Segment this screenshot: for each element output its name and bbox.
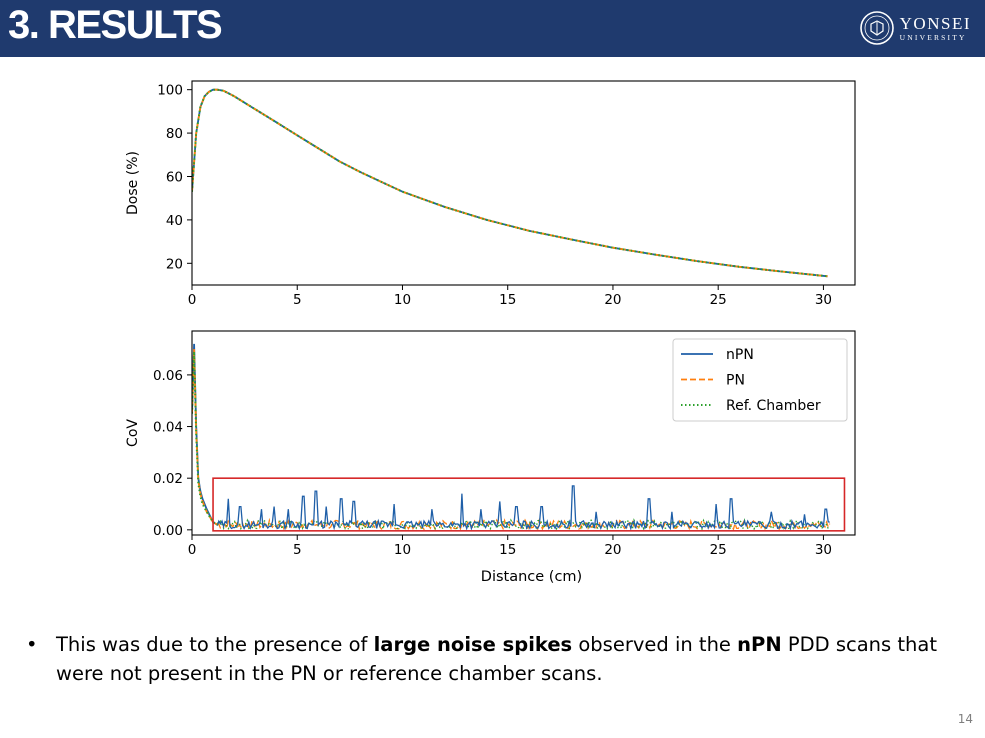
page-number: 14 (957, 712, 973, 726)
y-tick-label: 80 (166, 126, 183, 142)
x-tick-label: 25 (710, 542, 727, 558)
y-tick-label: 0.04 (153, 420, 183, 436)
x-tick-label: 20 (604, 292, 621, 308)
x-tick-label: 25 (710, 292, 727, 308)
plot-series-group (192, 343, 831, 532)
pn-noise-line (217, 517, 831, 532)
y-tick-label: 40 (166, 213, 183, 229)
y-tick-label: 0.02 (153, 471, 183, 487)
x-tick-label: 5 (293, 292, 302, 308)
chart-figure: 0 5 10 15 20 25 30 20 40 60 80 100 Dose (%) 0 5 10 15 20 2… (125, 80, 856, 585)
bullet-text: This was due to the presence of large no… (56, 630, 946, 688)
y-tick-label: 0.00 (153, 523, 183, 539)
page-title: 3. RESULTS (8, 3, 223, 47)
series-line-npn (192, 88, 828, 278)
x-tick-label: 15 (499, 292, 516, 308)
y-axis-label: Dose (%) (125, 151, 141, 215)
bullet-point: • This was due to the presence of large … (26, 630, 946, 688)
series-line-pn (192, 88, 828, 278)
bullet-text-part1: This was due to the presence of (56, 633, 374, 656)
plot-frame (191, 80, 856, 286)
npn-noise-line (216, 485, 830, 531)
x-tick-label: 30 (815, 542, 832, 558)
bullet-text-part2: observed in the (572, 633, 738, 656)
legend-box (672, 338, 848, 422)
x-tick-label: 5 (293, 542, 302, 558)
legend-label: PN (726, 373, 745, 389)
x-axis-label: Distance (cm) (481, 569, 582, 585)
bullet-text-part3: PDD scans that were not present in the P… (56, 633, 937, 685)
legend-label: nPN (726, 347, 754, 363)
series-line-ref-chamber (192, 351, 218, 526)
bullet-text-bold1: large noise spikes (373, 633, 573, 656)
plot-1: 0 5 10 15 20 25 30 20 40 60 80 100 Dose (%) (125, 80, 856, 308)
x-tick-label: 20 (604, 542, 621, 558)
ref-chamber-noise-line (216, 518, 830, 532)
series-line-ref-chamber (192, 88, 828, 278)
bullet-symbol: • (26, 633, 38, 656)
x-tick-label: 10 (394, 542, 411, 558)
logo-subtitle: UNIVERSITY (899, 32, 967, 42)
plot-frame (191, 330, 856, 536)
university-seal-icon (859, 11, 894, 45)
x-tick-label: 0 (188, 542, 197, 558)
x-tick-label: 10 (394, 292, 411, 308)
legend-label: Ref. Chamber (726, 398, 821, 414)
header-bar: 3. RESULTS YONSEI UNIVERSITY (0, 0, 985, 57)
x-tick-label: 15 (499, 542, 516, 558)
university-logo: YONSEI UNIVERSITY (859, 9, 971, 47)
x-tick-label: 30 (815, 292, 832, 308)
bullet-text-bold2: nPN (737, 633, 782, 656)
legend: nPN PN Ref. Chamber (672, 338, 848, 422)
plot-2: 0 5 10 15 20 25 30 0.00 0.02 0.04 0.06 CoV Distance … (125, 330, 856, 585)
noise-highlight-box (212, 477, 846, 532)
y-tick-label: 0.06 (153, 368, 183, 384)
logo-name: YONSEI (899, 13, 971, 33)
x-tick-label: 0 (188, 292, 197, 308)
y-axis-label: CoV (125, 419, 141, 447)
plot-series-group (192, 88, 828, 278)
y-tick-label: 60 (166, 169, 183, 185)
y-tick-label: 20 (166, 256, 183, 272)
y-tick-label: 100 (157, 83, 183, 99)
